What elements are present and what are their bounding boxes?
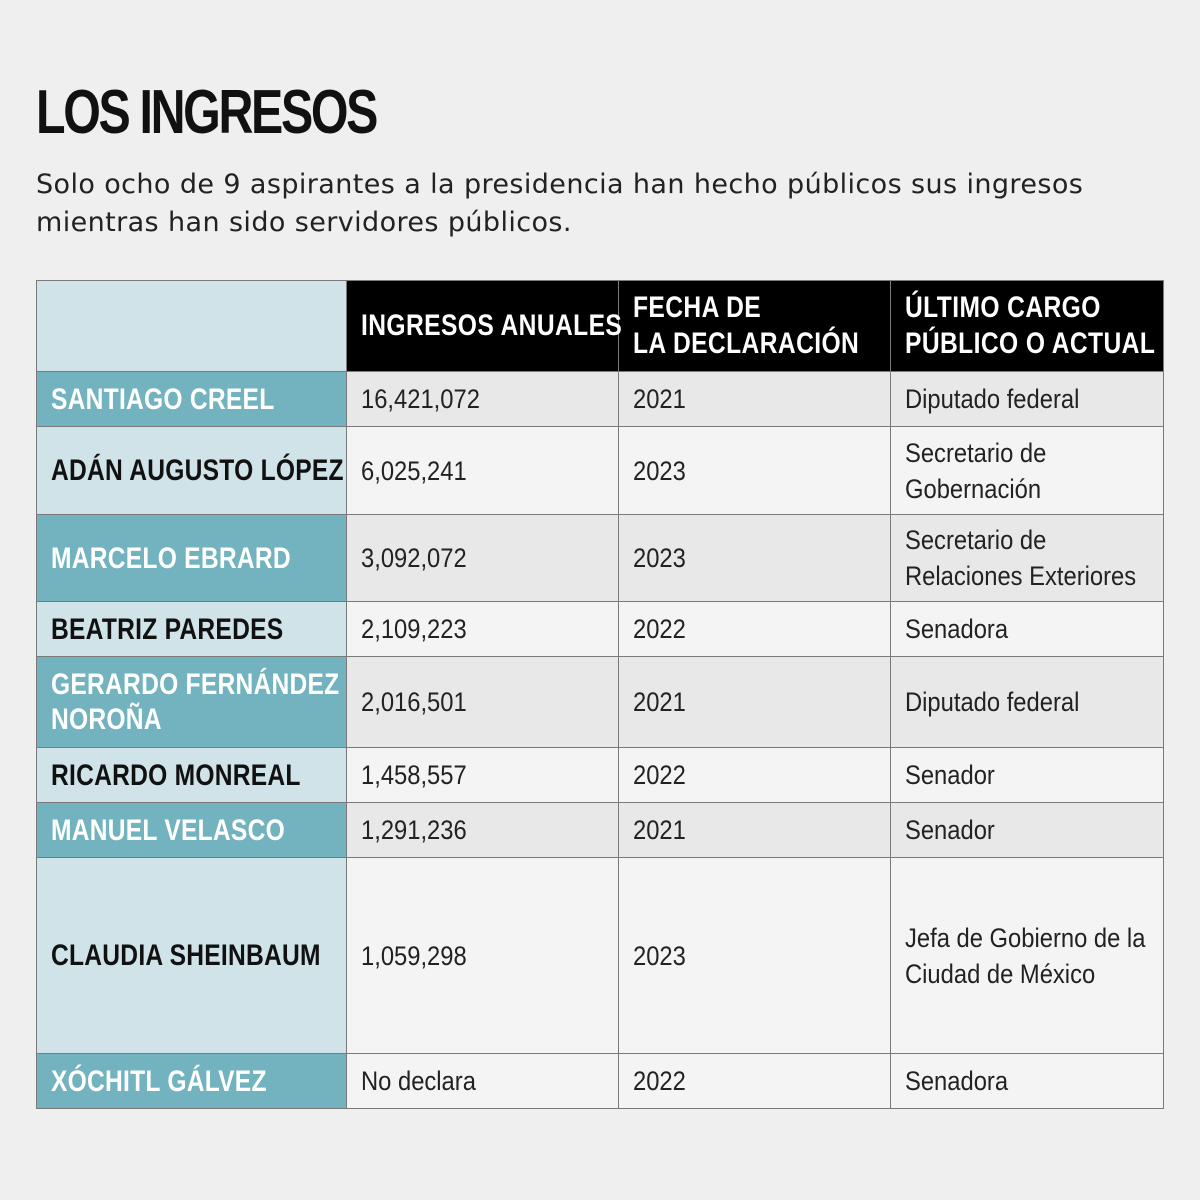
year-cell: 2022	[618, 1053, 891, 1109]
position-cell: Senador	[890, 802, 1164, 858]
income-cell: 3,092,072	[346, 514, 619, 602]
income-cell: 16,421,072	[346, 371, 619, 427]
table-row: MANUEL VELASCO 1,291,236 2021 Senador	[36, 802, 1164, 858]
income-cell: 1,059,298	[346, 857, 619, 1054]
candidate-name: RICARDO MONREAL	[36, 747, 347, 803]
position-cell: Secretario de Gobernación	[890, 426, 1164, 515]
position-cell: Senador	[890, 747, 1164, 803]
candidate-name: XÓCHITL GÁLVEZ	[36, 1053, 347, 1109]
header-date-line1: FECHA DE	[633, 291, 762, 324]
income-table: INGRESOS ANUALES FECHA DE LA DECLARACIÓN…	[36, 280, 1164, 1109]
position-cell: Senadora	[890, 601, 1164, 657]
candidate-name: CLAUDIA SHEINBAUM	[36, 857, 347, 1054]
header-position-line1: ÚLTIMO CARGO	[905, 291, 1101, 324]
year-cell: 2023	[618, 426, 891, 515]
table-header-row: INGRESOS ANUALES FECHA DE LA DECLARACIÓN…	[36, 280, 1164, 372]
year-cell: 2021	[618, 802, 891, 858]
header-income: INGRESOS ANUALES	[346, 280, 623, 372]
income-cell: 2,016,501	[346, 656, 619, 748]
position-cell: Secretario de Relaciones Exteriores	[890, 514, 1164, 602]
table-row: BEATRIZ PAREDES 2,109,223 2022 Senadora	[36, 601, 1164, 657]
table-row: XÓCHITL GÁLVEZ No declara 2022 Senadora	[36, 1053, 1164, 1109]
table-row: GERARDO FERNÁNDEZ NOROÑA 2,016,501 2021 D…	[36, 656, 1164, 748]
header-cell-empty	[36, 280, 347, 372]
year-cell: 2021	[618, 656, 891, 748]
income-cell: No declara	[346, 1053, 619, 1109]
year-cell: 2022	[618, 601, 891, 657]
table-row: RICARDO MONREAL 1,458,557 2022 Senador	[36, 747, 1164, 803]
year-cell: 2023	[618, 514, 891, 602]
table-row: ADÁN AUGUSTO LÓPEZ 6,025,241 2023 Secret…	[36, 426, 1164, 515]
candidate-name: GERARDO FERNÁNDEZ NOROÑA	[36, 656, 347, 748]
position-cell: Diputado federal	[890, 371, 1164, 427]
income-cell: 6,025,241	[346, 426, 619, 515]
candidate-name: SANTIAGO CREEL	[36, 371, 347, 427]
year-cell: 2022	[618, 747, 891, 803]
header-position: ÚLTIMO CARGO PÚBLICO O ACTUAL	[890, 280, 1164, 372]
page-title: LOS INGRESOS	[36, 78, 378, 147]
candidate-name: MARCELO EBRARD	[36, 514, 347, 602]
year-cell: 2021	[618, 371, 891, 427]
candidate-name: ADÁN AUGUSTO LÓPEZ	[36, 426, 347, 515]
candidate-name: BEATRIZ PAREDES	[36, 601, 347, 657]
table-row: CLAUDIA SHEINBAUM 1,059,298 2023 Jefa de…	[36, 857, 1164, 1054]
table-row: SANTIAGO CREEL 16,421,072 2021 Diputado …	[36, 371, 1164, 427]
header-position-line2: PÚBLICO O ACTUAL	[905, 327, 1156, 360]
position-cell: Diputado federal	[890, 656, 1164, 748]
position-cell: Jefa de Gobierno de la Ciudad de México	[890, 857, 1164, 1054]
header-date-line2: LA DECLARACIÓN	[633, 327, 860, 360]
page-subtitle: Solo ocho de 9 aspirantes a la presidenc…	[36, 169, 1084, 238]
income-cell: 1,291,236	[346, 802, 619, 858]
income-cell: 2,109,223	[346, 601, 619, 657]
table-row: MARCELO EBRARD 3,092,072 2023 Secretario…	[36, 514, 1164, 602]
year-cell: 2023	[618, 857, 891, 1054]
position-cell: Senadora	[890, 1053, 1164, 1109]
income-cell: 1,458,557	[346, 747, 619, 803]
header-income-label: INGRESOS ANUALES	[361, 309, 623, 342]
header-date: FECHA DE LA DECLARACIÓN	[618, 280, 891, 372]
candidate-name: MANUEL VELASCO	[36, 802, 347, 858]
